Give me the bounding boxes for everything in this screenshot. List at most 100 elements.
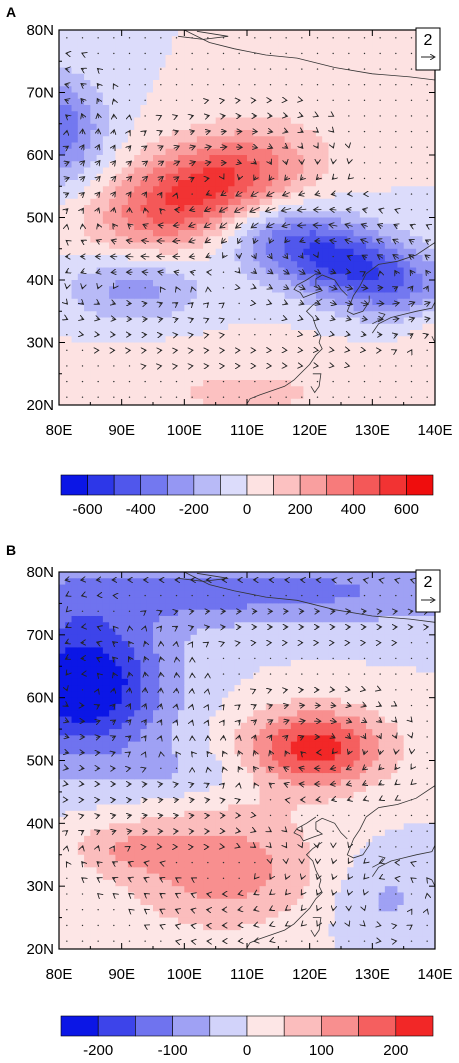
field-cell xyxy=(59,754,66,762)
field-cell xyxy=(159,167,167,175)
field-cell xyxy=(59,267,66,275)
field-cell xyxy=(215,255,223,262)
field-cell xyxy=(178,80,185,87)
field-cell xyxy=(184,342,192,350)
field-cell xyxy=(253,48,261,56)
field-cell xyxy=(215,311,223,319)
field-cell xyxy=(228,355,236,362)
field-cell xyxy=(109,198,116,206)
field-cell xyxy=(165,142,173,150)
field-cell xyxy=(234,361,242,369)
field-cell xyxy=(109,230,116,237)
field-cell xyxy=(347,36,355,44)
field-cell xyxy=(196,48,204,56)
wind-vector xyxy=(329,224,338,226)
field-cell xyxy=(372,186,380,194)
field-cell xyxy=(121,729,129,736)
field-cell xyxy=(146,298,154,306)
wind-vector xyxy=(238,380,240,383)
field-cell xyxy=(190,105,198,112)
wind-vector xyxy=(298,225,307,226)
field-cell xyxy=(297,242,304,250)
field-cell xyxy=(134,578,142,586)
field-cell xyxy=(297,311,304,319)
wind-vector xyxy=(204,146,211,148)
field-cell xyxy=(96,710,104,718)
field-cell xyxy=(240,242,248,250)
field-cell xyxy=(153,317,160,325)
field-cell xyxy=(272,186,279,194)
field-cell xyxy=(102,336,110,344)
field-cell xyxy=(184,280,192,287)
field-cell xyxy=(178,317,185,325)
field-cell xyxy=(303,248,311,256)
wind-vector xyxy=(223,319,224,320)
field-cell xyxy=(265,273,273,281)
coastline xyxy=(310,373,322,394)
wind-vector xyxy=(219,207,228,212)
field-cell xyxy=(127,615,135,623)
field-cell xyxy=(309,211,317,219)
field-cell xyxy=(409,173,417,181)
field-cell xyxy=(65,211,73,219)
field-cell xyxy=(247,180,254,187)
field-cell xyxy=(353,73,361,81)
field-cell xyxy=(322,167,330,175)
field-cell xyxy=(372,161,380,169)
wind-vector xyxy=(426,380,428,383)
field-cell xyxy=(265,42,273,50)
field-cell xyxy=(127,879,135,887)
field-cell xyxy=(121,192,129,200)
field-cell xyxy=(184,330,192,337)
field-cell xyxy=(153,80,160,87)
field-cell xyxy=(234,386,242,394)
field-cell xyxy=(403,98,411,106)
field-cell xyxy=(334,292,342,300)
field-cell xyxy=(59,398,66,405)
field-cell xyxy=(196,373,204,381)
field-cell xyxy=(65,48,73,56)
wind-vector xyxy=(176,287,177,289)
field-cell xyxy=(84,942,91,949)
field-cell xyxy=(334,98,342,106)
field-cell xyxy=(196,342,204,350)
field-cell xyxy=(309,111,317,119)
field-cell xyxy=(165,105,173,112)
wind-vector xyxy=(300,177,303,180)
wind-vector xyxy=(316,52,319,55)
field-cell xyxy=(102,773,110,780)
field-cell xyxy=(77,672,85,680)
wind-vector xyxy=(379,162,381,164)
field-cell xyxy=(134,117,142,125)
field-cell xyxy=(428,267,435,275)
field-cell xyxy=(328,398,336,405)
field-cell xyxy=(121,336,129,344)
wind-vector xyxy=(222,37,225,39)
field-cell xyxy=(178,380,185,387)
field-cell xyxy=(297,367,304,375)
field-cell xyxy=(84,305,91,312)
field-cell xyxy=(153,373,160,381)
field-cell xyxy=(240,398,248,405)
field-cell xyxy=(102,267,110,275)
field-cell xyxy=(416,155,424,162)
field-cell xyxy=(96,829,104,837)
field-cell xyxy=(90,735,98,743)
field-cell xyxy=(240,355,248,362)
field-cell xyxy=(397,198,405,206)
wind-vector xyxy=(97,68,98,69)
field-cell xyxy=(315,180,323,187)
field-cell xyxy=(303,186,311,194)
field-cell xyxy=(171,323,179,331)
field-cell xyxy=(265,167,273,175)
field-cell xyxy=(384,86,392,94)
field-cell xyxy=(96,355,104,362)
field-cell xyxy=(96,905,104,912)
wind-vector xyxy=(361,287,368,288)
field-cell xyxy=(134,584,142,592)
field-cell xyxy=(171,55,179,62)
field-cell xyxy=(428,148,435,156)
field-cell xyxy=(315,98,323,106)
field-cell xyxy=(384,298,392,306)
field-cell xyxy=(71,773,79,780)
